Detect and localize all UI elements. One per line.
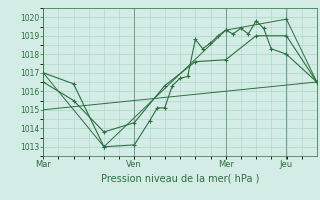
X-axis label: Pression niveau de la mer( hPa ): Pression niveau de la mer( hPa ) — [101, 173, 259, 183]
